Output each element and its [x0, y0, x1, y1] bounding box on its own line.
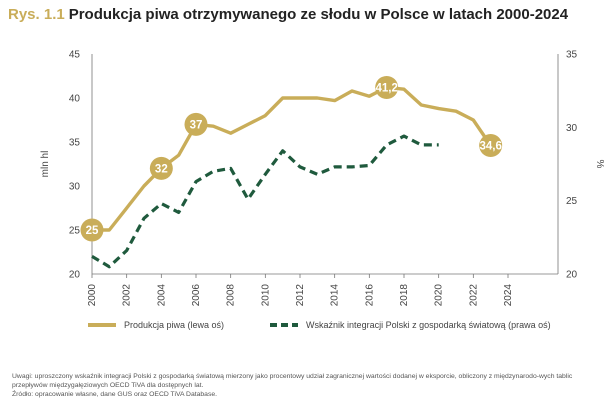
y-left-tick-label: 25: [69, 226, 81, 237]
y-right-tick-label: 25: [566, 196, 578, 207]
y-right-tick-label: 20: [566, 270, 578, 281]
x-tick-label: 2012: [295, 284, 306, 307]
y-left-axis-title: mln hl: [40, 151, 51, 178]
legend-label-integration: Wskaźnik integracji Polski z gospodarką …: [306, 320, 551, 330]
y-left-tick-label: 45: [69, 50, 81, 61]
x-tick-label: 2022: [468, 284, 479, 307]
chart: 20 25 30 35 40 45 20 25 30 35 mln hl % 2000 2002 2004 2…: [40, 50, 605, 307]
annotation-bubble: [479, 134, 503, 158]
y-left-tick-label: 20: [69, 270, 81, 281]
y-right-tick-label: 30: [566, 123, 578, 134]
annotation-label: 34,6: [479, 141, 501, 153]
legend: Produkcja piwa (lewa oś) Wskaźnik integr…: [88, 320, 597, 330]
x-tick-label: 2006: [191, 284, 202, 307]
x-tick-label: 2010: [260, 284, 271, 307]
figure-title-text: Produkcja piwa otrzymywanego ze słodu w …: [68, 6, 569, 23]
figure-number: Rys. 1.1: [8, 6, 65, 23]
legend-label-production: Produkcja piwa (lewa oś): [124, 320, 225, 330]
y-right-tick-label: 35: [566, 50, 578, 61]
annotation-label: 25: [86, 225, 99, 237]
x-tick-label: 2000: [87, 284, 98, 307]
annotation-label: 41,2: [375, 83, 397, 95]
x-tick-label: 2016: [364, 284, 375, 307]
y-left-tick-label: 40: [69, 94, 81, 105]
y-left-tick-label: 35: [69, 138, 81, 149]
legend-item-production: Produkcja piwa (lewa oś): [88, 320, 224, 330]
y-right-axis-title: %: [594, 160, 605, 169]
x-tick-label: 2008: [226, 284, 237, 307]
notes-text: Uwagi: uproszczony wskaźnik integracji P…: [12, 373, 573, 389]
legend-item-integration: Wskaźnik integracji Polski z gospodarką …: [270, 320, 551, 330]
annotation-bubble: [375, 75, 399, 99]
annotation-label: 32: [155, 164, 168, 176]
x-tick-label: 2002: [122, 284, 133, 307]
x-tick-label: 2020: [434, 284, 445, 307]
legend-swatch-integration: [270, 323, 299, 327]
notes: Uwagi: uproszczony wskaźnik integracji P…: [12, 372, 597, 399]
x-tick-label: 2024: [503, 284, 514, 307]
annotation-bubble: [149, 156, 173, 180]
annotation-bubble: [184, 112, 208, 136]
x-tick-label: 2014: [330, 284, 341, 307]
x-tick-label: 2018: [399, 284, 410, 307]
figure-title: Rys. 1.1 Produkcja piwa otrzymywanego ze …: [8, 6, 568, 23]
y-left-tick-label: 30: [69, 182, 81, 193]
annotation-label: 37: [190, 120, 203, 132]
legend-swatch-production: [88, 323, 116, 327]
x-tick-label: 2004: [156, 284, 167, 307]
source-text: Źródło: opracowanie własne, dane GUS ora…: [12, 391, 218, 398]
series-line-integration: [91, 134, 439, 269]
annotation-bubble: [80, 218, 104, 242]
